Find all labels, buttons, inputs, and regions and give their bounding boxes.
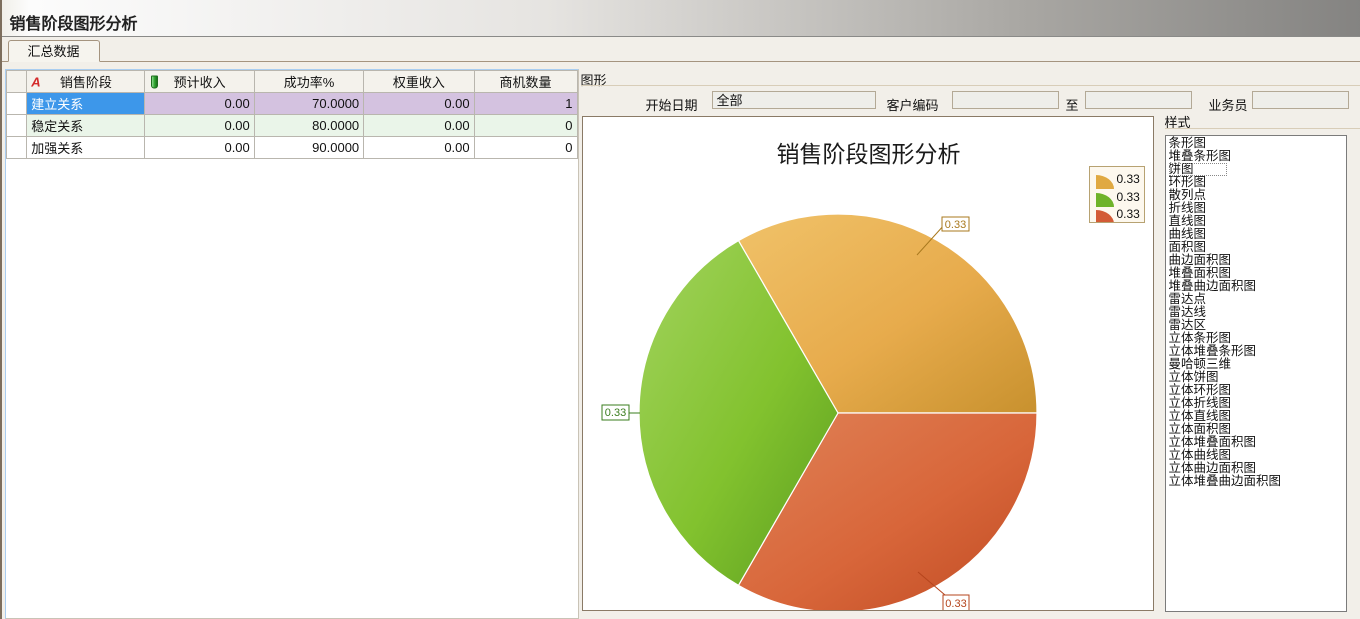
svg-text:0.33: 0.33 <box>945 598 966 610</box>
svg-text:0.33: 0.33 <box>604 407 625 419</box>
svg-text:0.33: 0.33 <box>944 219 965 231</box>
